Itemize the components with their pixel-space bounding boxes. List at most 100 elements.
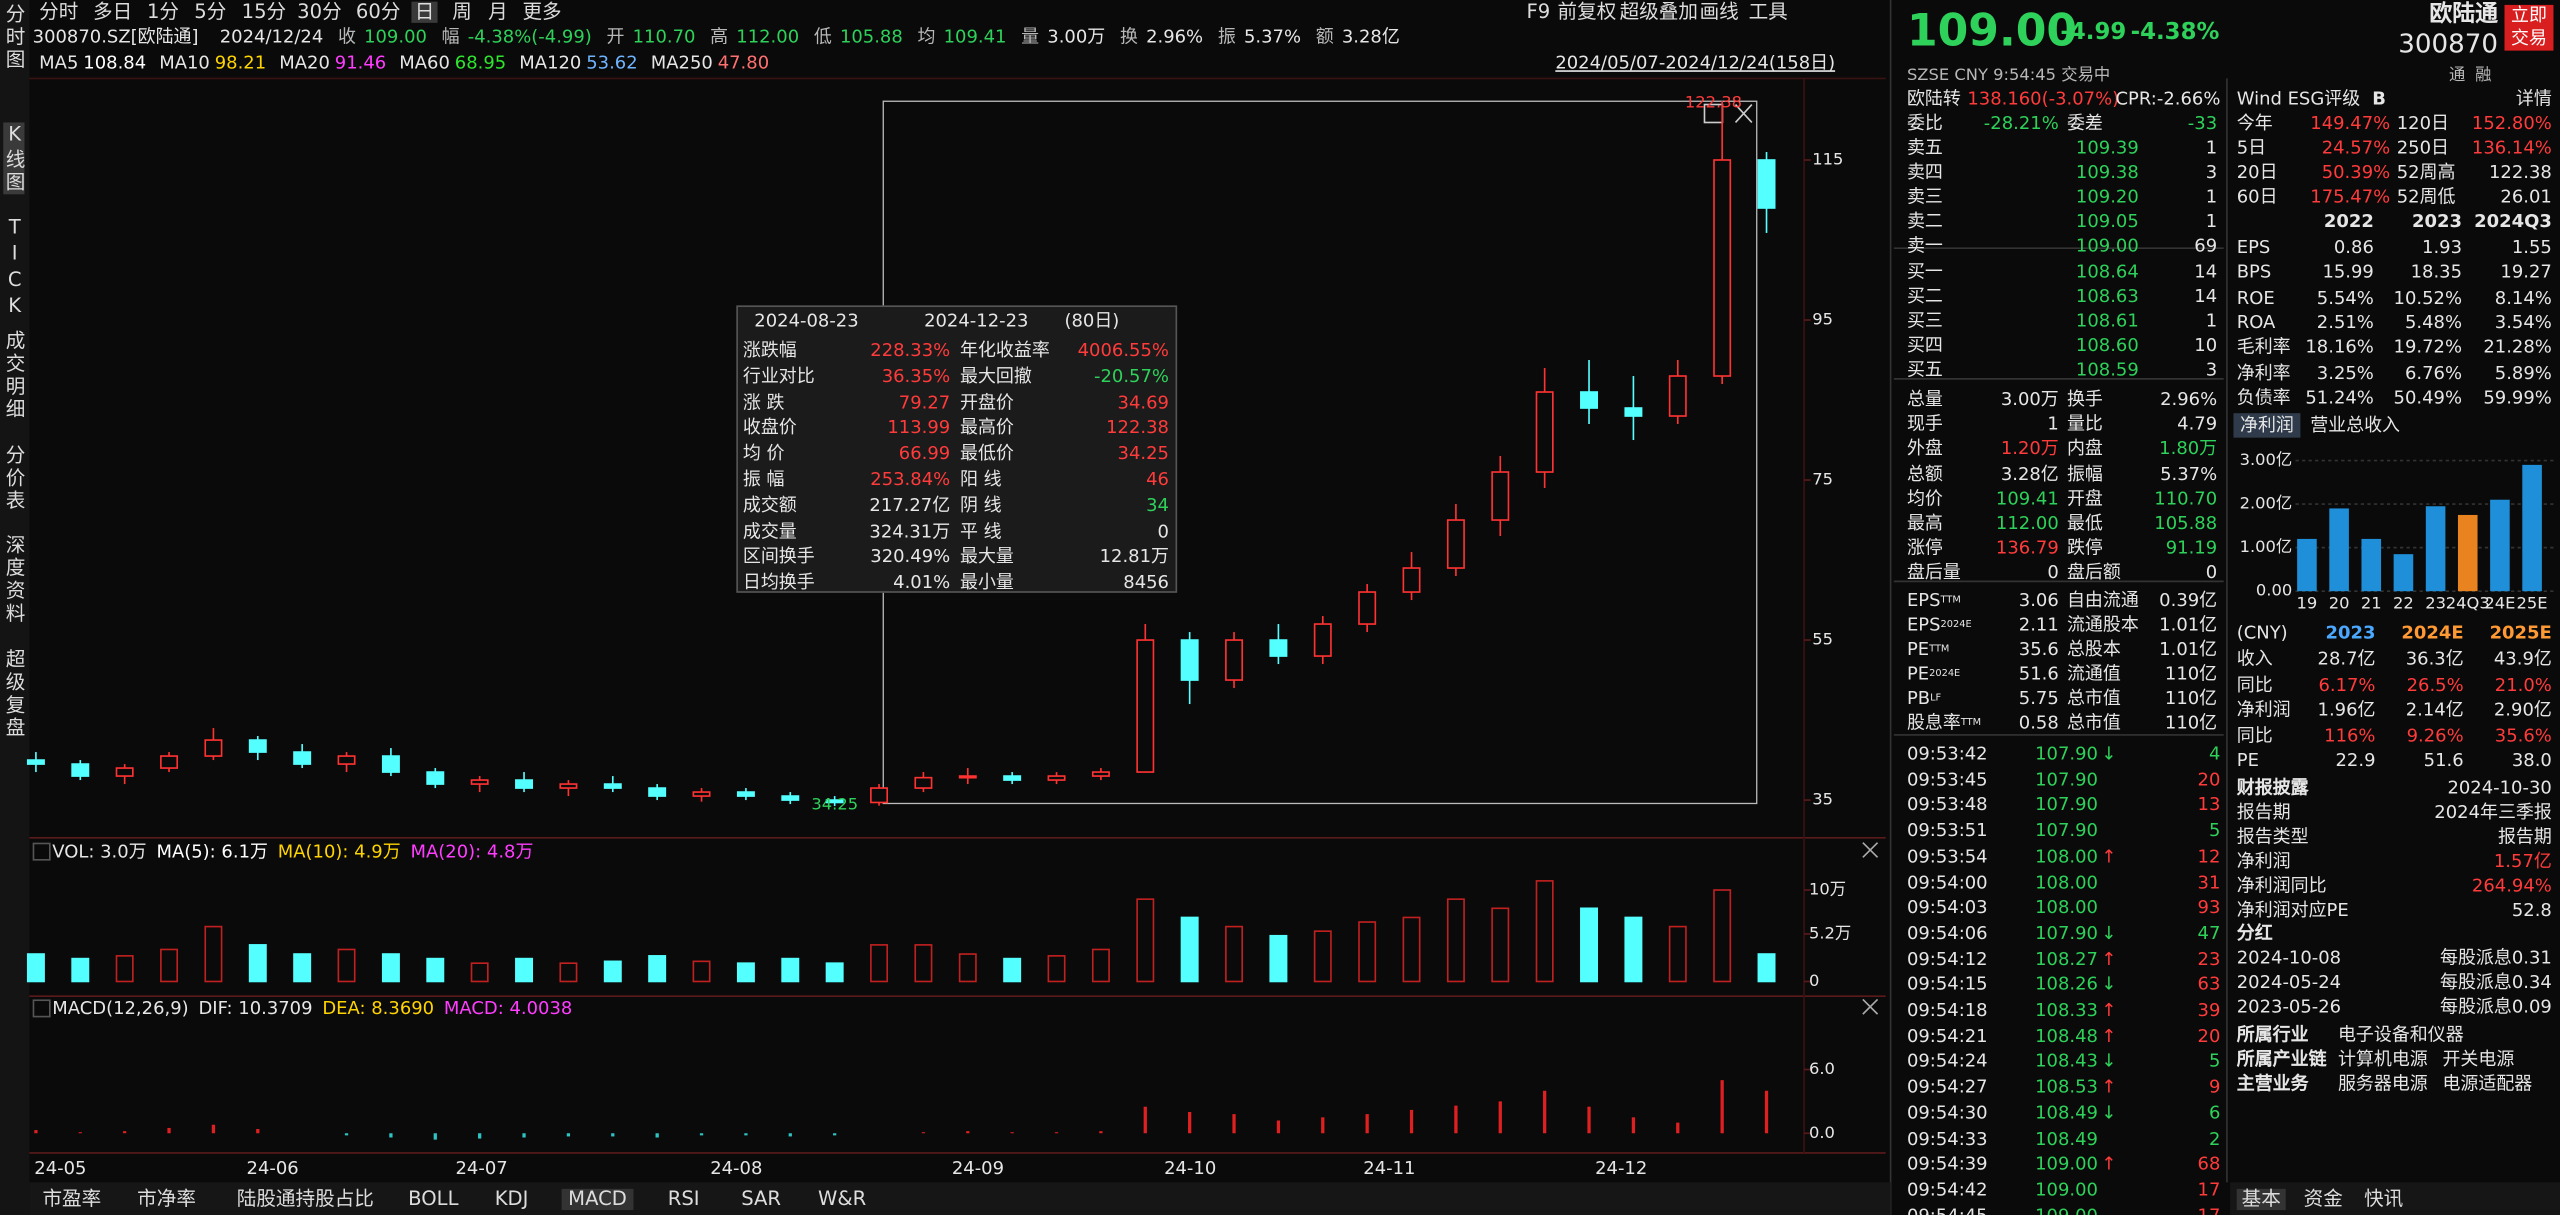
close-icon[interactable] <box>1734 103 1753 124</box>
label: 109.38 <box>2075 161 2139 183</box>
side-tab[interactable]: TICK <box>3 215 27 321</box>
label: 涨停 <box>1906 537 1943 559</box>
period-tab[interactable]: 分时 <box>39 0 79 23</box>
date-input[interactable]: 2024-08-23 <box>754 310 859 332</box>
label: 108.43 <box>2035 1050 2098 1072</box>
indicator-tab[interactable]: BOLL <box>408 1187 459 1211</box>
label: 47 <box>2197 922 2221 944</box>
label: 52.8 <box>2511 899 2552 922</box>
period-tab[interactable]: 更多 <box>522 0 562 23</box>
period-tab[interactable]: 60分 <box>355 0 401 23</box>
volume-bar <box>1668 925 1687 983</box>
indicator-tab[interactable]: 市净率 <box>137 1187 196 1211</box>
side-tab[interactable]: 超级复盘 <box>3 648 27 740</box>
info-tab[interactable]: 基本 <box>2236 1188 2286 1211</box>
label: EPS <box>1906 614 1941 636</box>
label: 175.47% <box>2310 186 2391 208</box>
volume-bar <box>1535 880 1554 983</box>
indicator-tab[interactable]: KDJ <box>494 1187 529 1211</box>
period-tab[interactable]: 月 <box>488 0 508 23</box>
row: 股息率 TTM <box>1907 712 1981 733</box>
label: 买三 <box>1906 310 1943 332</box>
info-tab[interactable]: 资金 <box>2303 1187 2343 1211</box>
date-input[interactable]: 2024-12-23 <box>924 310 1029 332</box>
bar <box>2425 506 2446 592</box>
link[interactable]: 详情 <box>2515 88 2552 110</box>
period-tab[interactable]: 30分 <box>297 0 342 23</box>
label: 3.54% <box>2494 311 2552 333</box>
period-tab[interactable]: 多日 <box>93 0 133 23</box>
tool-button[interactable]: 超级叠加 <box>1619 0 1698 23</box>
side-tab[interactable]: 深度资料 <box>3 534 27 626</box>
volume-bar <box>1225 925 1244 983</box>
label: 2024Q3 <box>2474 210 2552 232</box>
label: 阳 线 <box>959 468 1002 490</box>
x-tick-label: 24Q3 <box>2446 594 2490 613</box>
label: EPS <box>2236 236 2271 259</box>
indicator-tab[interactable]: SAR <box>741 1187 782 1211</box>
period-tab[interactable]: 5分 <box>194 0 227 23</box>
indicator-tab[interactable]: MACD <box>561 1188 634 1211</box>
help-icon[interactable] <box>32 999 51 1018</box>
volume-bar <box>1003 957 1022 983</box>
side-tab[interactable]: 分价表 <box>3 444 27 513</box>
label: 所属产业链 <box>2236 1048 2327 1070</box>
label: 低 <box>813 26 832 48</box>
indicator-tab[interactable]: RSI <box>667 1187 700 1211</box>
indicator-tab[interactable]: 市盈率 <box>42 1187 102 1211</box>
label: 52周高 <box>2396 161 2456 183</box>
info-tab[interactable]: 快讯 <box>2364 1187 2404 1211</box>
close-icon[interactable] <box>1862 842 1879 1015</box>
candle-body <box>426 771 445 785</box>
label: 09:54:45 <box>1907 1205 1988 1215</box>
label: 盘后额 <box>2066 562 2121 584</box>
tool-button[interactable]: 画线 <box>1699 0 1739 23</box>
label: 2023-05-26 <box>2236 996 2342 1018</box>
x-tick-label: 24-08 <box>710 1157 763 1180</box>
side-tab[interactable]: 成交明细 <box>3 329 27 422</box>
tool-button[interactable]: F9 <box>1526 0 1551 23</box>
trade-button[interactable]: 立即交易 <box>2504 4 2554 51</box>
candle-body <box>648 787 667 797</box>
label: ROE <box>2236 286 2275 308</box>
candle-body <box>470 779 489 785</box>
label: 109.00 <box>1906 6 2078 58</box>
candle-body <box>337 755 356 765</box>
side-tab[interactable]: K线图 <box>3 122 27 195</box>
tool-button[interactable]: 前复权 <box>1557 0 1617 23</box>
help-icon[interactable] <box>32 842 51 861</box>
volume-bar <box>1269 934 1288 983</box>
label: 均价 <box>1906 487 1943 510</box>
panel-header: VOL: 3.0万 <box>52 841 147 863</box>
label: 20日 <box>2236 161 2278 183</box>
period-tab[interactable]: 15分 <box>241 0 287 23</box>
label: 136.14% <box>2471 137 2552 159</box>
x-tick-label: 24-11 <box>1363 1157 1416 1180</box>
label: 内盘 <box>2066 438 2103 460</box>
y-tick-label: 1.00亿 <box>2240 537 2293 556</box>
label: 2023 <box>2412 210 2463 232</box>
label: ↑ <box>2101 999 2117 1021</box>
label: 320.49% <box>870 546 951 568</box>
period-tab[interactable]: 周 <box>452 0 472 23</box>
period-tab[interactable]: 1分 <box>146 0 180 23</box>
period-tab[interactable]: 日 <box>411 1 438 23</box>
indicator-tab[interactable]: 陆股通持股占比 <box>236 1187 374 1211</box>
label: -28.21% <box>1983 112 2059 134</box>
label: 阴 线 <box>959 494 1002 516</box>
label: 区间换手 <box>742 546 815 568</box>
side-tab[interactable]: 分时图 <box>3 3 27 72</box>
label: 09:54:30 <box>1906 1101 1988 1124</box>
label: 每股派息0.34 <box>2440 971 2552 993</box>
chart-tab[interactable]: 营业总收入 <box>2310 414 2400 437</box>
label: 136.79 <box>1995 537 2059 559</box>
volume-bar <box>1713 889 1732 983</box>
candle-body <box>736 791 755 797</box>
chart-tab[interactable]: 净利润 <box>2233 413 2301 438</box>
indicator-tab[interactable]: W&R <box>817 1187 867 1211</box>
label: 净利润同比 <box>2236 875 2327 897</box>
volume-bar <box>470 962 489 983</box>
label: -4.38% <box>2130 19 2220 46</box>
tool-button[interactable]: 工具 <box>1748 0 1788 23</box>
label: 3 <box>2205 161 2218 183</box>
